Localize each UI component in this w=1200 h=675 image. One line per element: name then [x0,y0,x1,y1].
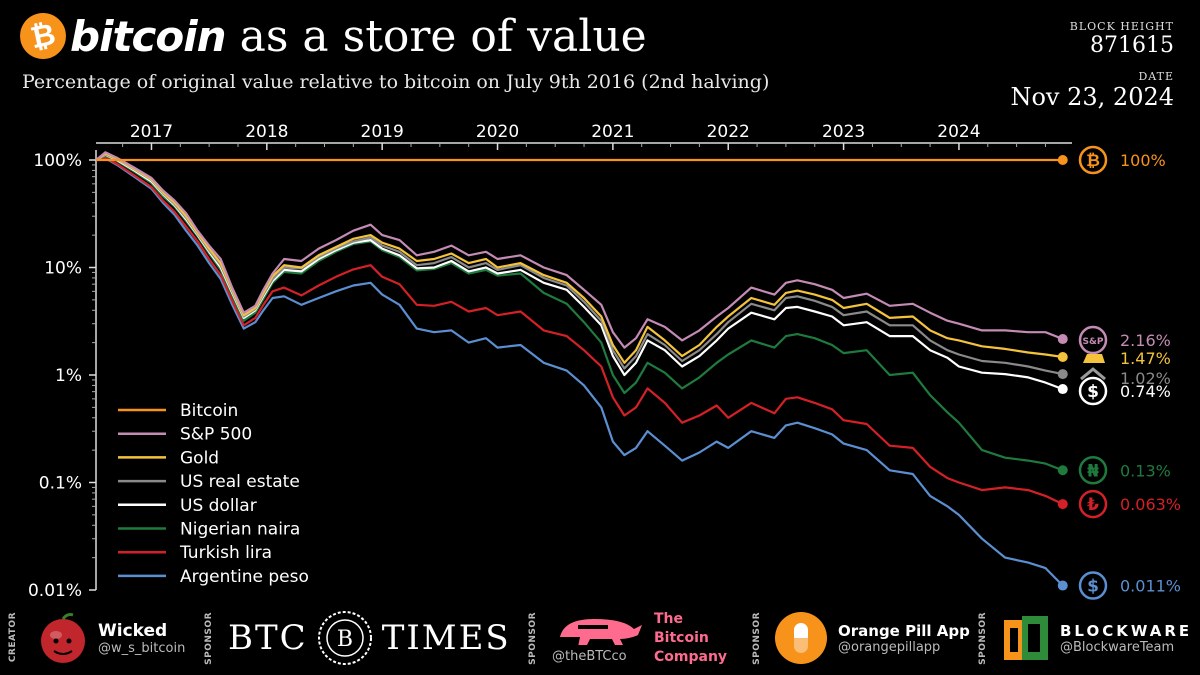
creator-name: Wicked [98,620,168,641]
series-line-gold [95,152,1063,364]
legend-label: Bitcoin [180,401,238,421]
end-value-label: 100% [1120,151,1166,170]
orange-pill-icon [775,612,827,664]
end-value-label: 0.13% [1120,461,1171,480]
sponsor-blockware: BLOCKWARE @BlockwareTeam [1000,608,1192,668]
bitcoin-icon-glyph: ₿ [1086,151,1100,171]
sponsor-btc-times: BTC B TIMES [228,608,511,668]
btc-times-emblem-letter: B [337,627,353,652]
title-text: as a store of value [239,10,647,62]
series-line-us-dollar [95,153,1064,391]
y-tick-label: 0.1% [39,474,82,494]
creator-handle: @w_s_bitcoin [98,640,186,656]
end-value-label: 2.16% [1120,331,1171,350]
btc-times-emblem-icon: B [317,611,372,665]
bitcoin-icon [1078,145,1108,175]
legend-label: Argentine peso [180,567,309,587]
apple-avatar-icon [41,613,85,663]
y-tick-label: 1% [55,366,82,386]
block-height: BLOCK HEIGHT 871615 [1070,20,1174,58]
date-label: DATE [1138,70,1174,83]
series-line-turkish-lira [95,156,1064,506]
creator-label: CREATOR [8,612,18,663]
bitcoin-company-handle: @theBTCco [552,648,627,664]
bitcoin-company-name-2: Bitcoin [654,629,709,646]
end-marker [1057,580,1068,591]
legend-label: US real estate [180,472,300,492]
x-tick-label: 2023 [822,122,865,142]
series-line-argentine-peso [95,157,1064,587]
footer: CREATOR Wicked @w_s_bitcoin SPONSOR BTC … [0,600,1200,675]
blockware-handle: @BlockwareTeam [1060,639,1175,655]
y-tick-label: 0.01% [28,581,82,600]
dollar-icon-glyph: $ [1087,382,1099,402]
sponsor-bitcoin-company: @theBTCco The Bitcoin Company [552,608,727,668]
naira-icon-glyph: ₦ [1087,461,1099,481]
chart-subtitle: Percentage of original value relative to… [22,71,770,93]
x-tick-label: 2021 [591,122,634,142]
end-marker [1057,352,1068,363]
legend-label: S&P 500 [180,425,252,445]
x-tick-label: 2022 [707,122,750,142]
peso-icon [1078,571,1108,600]
end-value-label: 0.063% [1120,495,1181,514]
end-value-label: 0.74% [1120,382,1171,401]
blockware-logo-icon [1004,616,1048,660]
blockware-name: BLOCKWARE [1060,621,1193,640]
end-value-label: 1.47% [1120,349,1171,368]
x-tick-label: 2024 [937,122,980,142]
legend-label: Gold [180,448,219,468]
x-tick-label: 2018 [245,122,288,142]
bitcoin-company-name-3: Company [654,648,728,665]
block-height-label: BLOCK HEIGHT [1069,20,1174,33]
end-value-label: 0.011% [1120,577,1181,596]
end-marker [1057,465,1068,476]
end-marker [1057,334,1068,345]
turtle-logo-icon [560,618,642,645]
sponsor-label-3: SPONSOR [752,612,762,665]
end-marker [1057,384,1068,395]
end-marker [1057,369,1068,380]
lira-icon [1078,489,1108,519]
block-height-value: 871615 [1090,33,1174,58]
date-value: Nov 23, 2024 [1010,83,1174,111]
date-block: DATE Nov 23, 2024 [1010,70,1174,111]
btc-times-right: TIMES [381,618,511,658]
end-value-label: 1.02% [1120,369,1171,388]
end-marker [1057,155,1068,165]
sponsor-label-1: SPONSOR [204,612,214,665]
legend-label: Nigerian naira [180,520,300,540]
sponsor-orange-pill: Orange Pill App @orangepillapp [774,608,970,668]
naira-icon [1078,456,1108,485]
chart-title: ₿ bitcoin as a store of value [15,6,647,66]
btc-times-left: BTC [228,618,308,658]
y-tick-label: 100% [33,151,82,171]
gold-bar-icon [1083,354,1105,364]
x-tick-label: 2020 [476,122,519,142]
sponsor-label-2: SPONSOR [528,612,538,665]
series-line-s-p-500 [95,151,1064,349]
legend-label: US dollar [180,496,257,516]
lira-icon-glyph: ₺ [1087,495,1099,515]
bitcoin-company-name-1: The [654,610,684,627]
house-icon [1080,367,1106,381]
creator-block: Wicked @w_s_bitcoin [36,608,185,668]
x-tick-label: 2019 [361,122,404,142]
sp500-icon [1078,325,1108,355]
sp500-icon-glyph: S&P [1083,337,1104,347]
sponsor-label-4: SPONSOR [978,612,988,665]
orange-pill-handle: @orangepillapp [838,639,941,655]
end-marker [1057,499,1068,510]
y-tick-label: 10% [44,259,82,279]
legend-label: Turkish lira [179,543,272,563]
orange-pill-name: Orange Pill App [838,621,970,640]
line-chart: 100% 10% 1% 0.1% 0.01% 2017 2018 2019 2020 2021 20… [28,122,1181,600]
peso-icon-glyph: $ [1087,577,1099,597]
title-brand: bitcoin [70,11,227,61]
dollar-icon [1078,376,1108,406]
x-tick-label: 2017 [130,122,173,142]
